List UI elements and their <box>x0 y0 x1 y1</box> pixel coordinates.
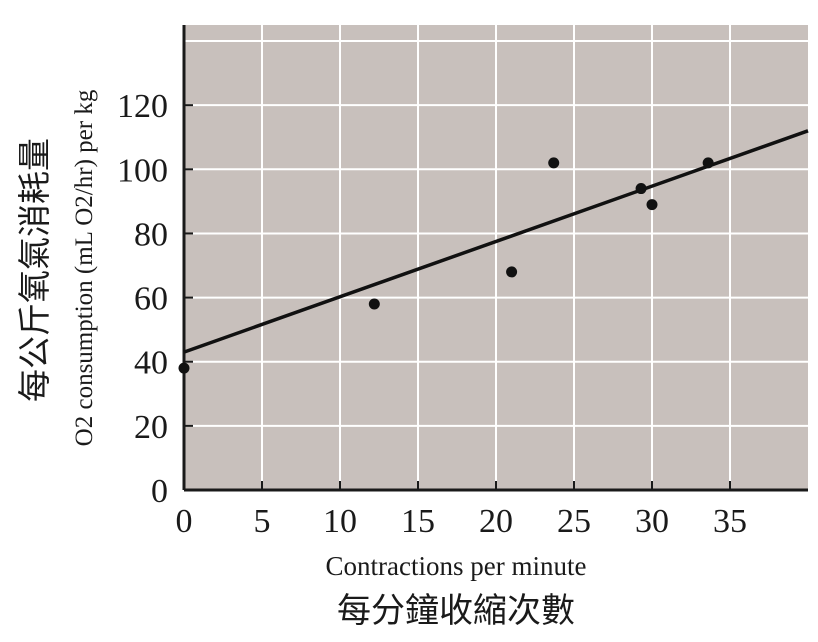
data-point <box>646 199 658 211</box>
x-tick-labels: 0 5 10 15 20 25 30 35 <box>176 503 748 540</box>
grid <box>184 25 808 490</box>
x-axis-label-zh: 每分鐘收縮次數 <box>337 591 575 631</box>
y-tick-label: 80 <box>134 216 168 253</box>
x-axis-label: Contractions per minute <box>326 551 587 581</box>
x-tick-label: 35 <box>713 503 747 540</box>
y-tick-label: 120 <box>117 88 168 125</box>
y-tick-label: 0 <box>151 473 168 510</box>
y-tick-label: 60 <box>134 281 168 318</box>
y-tick-label: 20 <box>134 409 168 446</box>
data-point <box>548 157 560 169</box>
data-point <box>506 266 518 278</box>
y-tick-labels: 0 20 40 60 80 100 120 <box>117 88 168 510</box>
y-tick-label: 40 <box>134 345 168 382</box>
ticks <box>183 104 731 491</box>
data-point <box>178 362 190 374</box>
data-marks <box>178 129 809 374</box>
x-tick-label: 15 <box>401 503 435 540</box>
x-tick-label: 0 <box>176 503 193 540</box>
x-tick-label: 30 <box>635 503 669 540</box>
data-point <box>368 298 380 310</box>
x-tick-label: 25 <box>557 503 591 540</box>
x-tick-label: 10 <box>323 503 357 540</box>
data-point <box>702 157 714 169</box>
y-tick-label: 100 <box>117 152 168 189</box>
data-point <box>635 183 647 195</box>
y-axis-label: O2 consumption (mL O2/hr) per kg <box>71 89 98 446</box>
y-axis-label-zh: 每公斤氧氣消耗量 <box>15 138 54 402</box>
trend-line <box>183 129 809 354</box>
x-tick-label: 5 <box>254 503 271 540</box>
x-tick-label: 20 <box>479 503 513 540</box>
